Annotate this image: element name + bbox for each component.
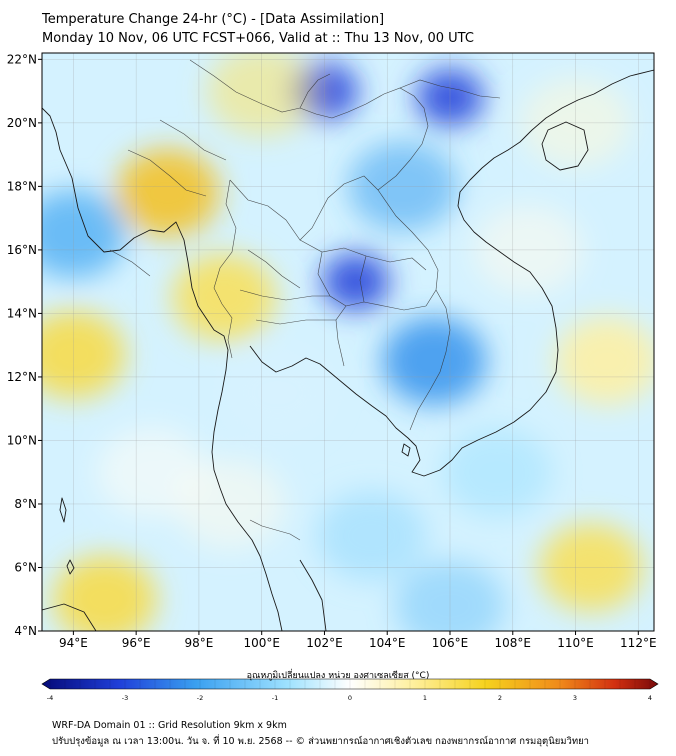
- lon-axis: 94°E 96°E 98°E 100°E 102°E 104°E 106°E 108°E 110…: [59, 631, 657, 650]
- chart-title: Temperature Change 24-hr (°C) - [Data As…: [42, 12, 385, 27]
- coastline-sumatra: [42, 603, 97, 631]
- border-thai-malaysia: [249, 519, 301, 541]
- coastlines: [42, 69, 654, 631]
- lon-tick-label: 104°E: [369, 636, 406, 650]
- coastline-malay-peninsula-east: [299, 559, 327, 631]
- lat-tick-label: 18°N: [7, 179, 37, 193]
- lon-tick-label: 94°E: [59, 636, 88, 650]
- footer-credit: ปรับปรุงข้อมูล ณ เวลา 13:00น. วัน จ. ที่…: [52, 736, 590, 747]
- border-thai-laos: [229, 175, 439, 307]
- field-soft-0: [222, 347, 333, 438]
- lon-tick-label: 110°E: [557, 636, 594, 650]
- coastline-mainland: [42, 107, 283, 631]
- colorbar-tick-label: 3: [573, 694, 577, 702]
- myanmar-regions: [109, 119, 227, 277]
- field-warm-gulf-martaban: [172, 253, 277, 342]
- coastline-gulf-thailand: [249, 93, 595, 477]
- field-soft-5: [96, 427, 207, 518]
- temperature-field: [42, 53, 654, 631]
- colorbar-tick-label: 1: [423, 694, 427, 702]
- border-myanmar-china: [189, 59, 333, 119]
- borders: [109, 59, 501, 541]
- border-myanmar-thai: [213, 179, 237, 359]
- field-cold-bay-of-bengal: [42, 190, 126, 279]
- lon-tick-label: 112°E: [620, 636, 657, 650]
- lon-tick-label: 106°E: [432, 636, 469, 650]
- border-thai-cambodia: [335, 301, 427, 367]
- lat-tick-label: 10°N: [7, 433, 37, 447]
- border-laos-vietnam: [331, 87, 429, 191]
- field-warm-scs-east: [554, 317, 654, 406]
- field-soft-2: [316, 490, 427, 581]
- border-vietnam-china: [399, 79, 501, 99]
- coastline-phu-quoc: [401, 443, 411, 457]
- lon-tick-label: 96°E: [122, 636, 151, 650]
- lon-tick-label: 100°E: [243, 636, 280, 650]
- lat-tick-label: 12°N: [7, 370, 37, 384]
- lat-tick-label: 4°N: [14, 624, 37, 638]
- field-cold-cambodia: [382, 317, 487, 406]
- colorbar-bar: [41, 678, 659, 690]
- colorbar-tick-label: -1: [272, 694, 278, 702]
- coastline-south-china: [593, 69, 654, 95]
- chart-subtitle: Monday 10 Nov, 06 UTC FCST+066, Valid at…: [42, 31, 474, 46]
- field-warm-andaman-west: [42, 310, 126, 399]
- colorbar: -4 -3 -2 -1 0 1 2 3 4: [41, 678, 659, 702]
- lat-tick-label: 22°N: [7, 52, 37, 66]
- border-laos-china: [299, 73, 331, 109]
- lon-tick-label: 102°E: [306, 636, 343, 650]
- lat-tick-label: 14°N: [7, 306, 37, 320]
- colorbar-tick-label: -3: [122, 694, 128, 702]
- coastline-hainan: [541, 121, 589, 171]
- colorbar-label: อุณหภูมิเปลี่ยนแปลง หน่วย องศาเซลเซียส (…: [246, 671, 430, 681]
- colorbar-tick-label: 2: [498, 694, 502, 702]
- colorbar-tick-label: 4: [648, 694, 652, 702]
- lat-tick-label: 8°N: [14, 497, 37, 511]
- lat-tick-label: 16°N: [7, 243, 37, 257]
- lat-axis: 4°N 6°N 8°N 10°N 12°N 14°N 16°N 18°N 20°N 22°N: [7, 52, 42, 638]
- field-soft-3: [442, 427, 553, 518]
- border-cambodia-vietnam: [409, 289, 451, 431]
- lon-tick-label: 98°E: [184, 636, 213, 650]
- colorbar-tick-label: -4: [47, 694, 53, 702]
- field-cold-ne-thailand: [322, 253, 390, 311]
- field-warm-myanmar: [115, 148, 220, 237]
- colorbar-tick-label: 0: [348, 694, 352, 702]
- footer-model-info: WRF-DA Domain 01 :: Grid Resolution 9km …: [52, 720, 287, 731]
- colorbar-tick-label: -2: [197, 694, 203, 702]
- map-frame: [41, 52, 655, 632]
- coastline-nicobar: [66, 559, 75, 575]
- lat-tick-label: 20°N: [7, 116, 37, 130]
- coastline-andaman-islands: [59, 497, 67, 523]
- thai-provinces: [239, 239, 427, 325]
- lon-tick-label: 108°E: [495, 636, 532, 650]
- lat-tick-label: 6°N: [14, 560, 37, 574]
- field-warm-andaman-sw: [52, 555, 157, 631]
